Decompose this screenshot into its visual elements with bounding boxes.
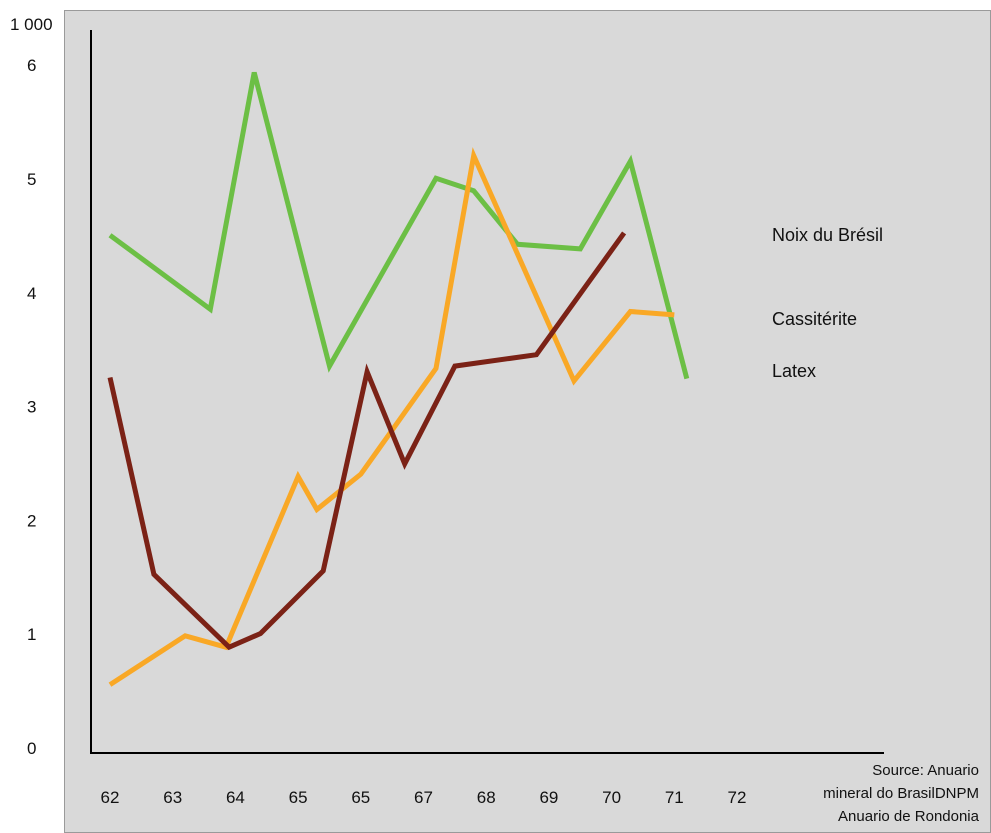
x-tick-label: 72 xyxy=(728,788,747,807)
x-tick-label: 69 xyxy=(539,788,558,807)
source-line-2: mineral do BrasilDNPM xyxy=(823,785,979,802)
series-line-cassiterite xyxy=(108,147,675,687)
series-label-latex: Latex xyxy=(772,361,816,381)
series-line-noix-du-bresil xyxy=(108,71,690,380)
y-tick-label: 0 xyxy=(27,739,36,758)
x-tick-label: 63 xyxy=(163,788,182,807)
x-tick-label: 70 xyxy=(602,788,621,807)
x-tick-label: 71 xyxy=(665,788,684,807)
y-tick-label: 6 xyxy=(27,56,36,75)
series-label-noix-du-bresil: Noix du Brésil xyxy=(772,225,883,245)
x-tick-labels: 62 63 64 65 65 67 68 69 70 71 72 xyxy=(101,788,747,807)
x-tick-label: 67 xyxy=(414,788,433,807)
series-legend: Noix du Brésil Cassitérite Latex xyxy=(772,225,883,381)
y-tick-label: 3 xyxy=(27,398,36,417)
y-axis-unit-label: 1 000 xyxy=(10,15,53,34)
y-tick-label: 5 xyxy=(27,170,36,189)
series-lines xyxy=(107,71,690,687)
x-tick-label: 65 xyxy=(289,788,308,807)
plot-background xyxy=(64,10,991,833)
series-label-cassiterite: Cassitérite xyxy=(772,309,857,329)
x-tick-label: 62 xyxy=(101,788,120,807)
x-tick-label: 64 xyxy=(226,788,245,807)
source-line-1: Source: Anuario xyxy=(872,762,979,779)
y-tick-label: 1 xyxy=(27,625,36,644)
source-line-3: Anuario de Rondonia xyxy=(838,808,980,825)
y-tick-label: 2 xyxy=(27,511,36,530)
series-line-latex xyxy=(107,231,627,651)
x-tick-label: 65 xyxy=(351,788,370,807)
source-note: Source: Anuario mineral do BrasilDNPM An… xyxy=(823,762,980,825)
y-tick-label: 4 xyxy=(27,284,36,303)
x-tick-label: 68 xyxy=(477,788,496,807)
y-tick-labels: 0 1 2 3 4 5 6 xyxy=(27,56,36,758)
